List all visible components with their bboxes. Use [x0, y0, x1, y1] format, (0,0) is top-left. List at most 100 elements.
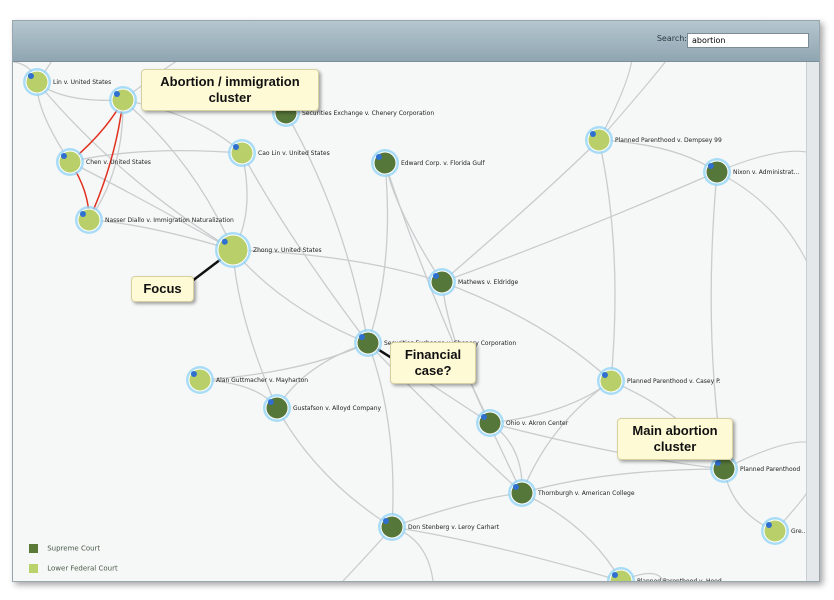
- node-marker-icon: [382, 517, 389, 524]
- node-label: Planned Parenthood v. Casey P.: [627, 378, 721, 385]
- callout-line: Focus: [143, 281, 182, 296]
- node-label: Alan Guttmacher v. Mayharton: [216, 377, 308, 384]
- node-label: Don Stenberg v. Leroy Carhart: [408, 524, 500, 531]
- node-marker-icon: [232, 143, 239, 150]
- graph-edge: [598, 139, 616, 382]
- case-node[interactable]: Planned Parenthood: [710, 455, 800, 483]
- callout-line: Main abortion: [632, 423, 718, 438]
- callout-financial: Financial case?: [390, 342, 476, 384]
- node-marker-icon: [27, 72, 34, 79]
- graph-edge: [598, 62, 666, 141]
- graph-edge: [391, 492, 523, 528]
- case-node[interactable]: Cao Lin v. United States: [228, 139, 330, 167]
- graph-edge: [367, 162, 389, 344]
- node-marker-icon: [707, 162, 714, 169]
- callout-focus: Focus: [131, 276, 194, 302]
- graph-edge: [122, 99, 234, 251]
- case-node[interactable]: Gustafson v. Alloyd Company: [263, 394, 381, 422]
- case-node[interactable]: Planned Parenthood v. Heed: [607, 567, 722, 581]
- node-label: Cao Lin v. United States: [258, 150, 330, 157]
- graph-edge: [441, 171, 718, 283]
- case-node[interactable]: Nasser Diallo v. Immigration Naturalizat…: [75, 206, 234, 234]
- case-graph[interactable]: Lin v. United States Securities Exchange …: [13, 62, 807, 581]
- graph-edge: [521, 492, 622, 581]
- node-label: Gustafson v. Alloyd Company: [293, 405, 381, 412]
- node-marker-icon: [512, 483, 519, 490]
- node-label: Mathews v. Eldridge: [458, 279, 519, 286]
- callout-line: cluster: [653, 439, 697, 454]
- callout-main-abortion: Main abortion cluster: [617, 418, 733, 460]
- case-node[interactable]: Thornburgh v. American College: [508, 479, 635, 507]
- node-label: Chen v. United States: [86, 159, 151, 166]
- graph-edge: [489, 380, 612, 424]
- graph-edge: [441, 281, 612, 382]
- node-label: Planned Parenthood v. Heed: [637, 578, 722, 581]
- node-label: Lin v. United States: [53, 79, 111, 86]
- node-marker-icon: [589, 130, 596, 137]
- search-label: Search:: [656, 34, 687, 43]
- case-node[interactable]: Planned Parenthood v. Dempsey 99: [585, 126, 722, 154]
- case-node[interactable]: Edward Corp. v. Florida Gulf: [371, 149, 486, 177]
- graph-edge: [232, 249, 369, 344]
- node-label: Planned Parenthood: [740, 466, 800, 473]
- node-marker-icon: [765, 521, 772, 528]
- graph-edge: [384, 162, 523, 494]
- callout-line: Financial: [404, 347, 462, 362]
- legend-swatch: [29, 544, 38, 553]
- graph-edge: [367, 342, 523, 494]
- node-marker-icon: [601, 371, 608, 378]
- graph-edge: [521, 468, 725, 494]
- node-marker-icon: [79, 210, 86, 217]
- legend-label: Supreme Court: [47, 544, 101, 553]
- legend-label: Lower Federal Court: [47, 564, 118, 573]
- graph-edge: [88, 219, 234, 251]
- case-node[interactable]: Don Stenberg v. Leroy Carhart: [378, 513, 500, 541]
- legend-swatch: [29, 564, 38, 573]
- graph-edge: [441, 139, 600, 283]
- legend-supreme: Supreme Court: [29, 544, 100, 553]
- case-node[interactable]: Zhong v. United States: [215, 232, 322, 268]
- graph-canvas[interactable]: Lin v. United States Securities Exchange …: [13, 62, 807, 581]
- graph-edge: [69, 161, 234, 251]
- node-label: Edward Corp. v. Florida Gulf: [401, 160, 486, 167]
- node-label: Nasser Diallo v. Immigration Naturalizat…: [105, 217, 234, 224]
- node-label: Planned Parenthood v. Dempsey 99: [615, 137, 722, 144]
- legend-lower: Lower Federal Court: [29, 564, 118, 573]
- node-marker-icon: [611, 571, 618, 578]
- node-marker-icon: [375, 153, 382, 160]
- node-label: Ohio v. Akron Center: [506, 420, 569, 427]
- graph-edge: [521, 380, 612, 494]
- case-node[interactable]: Alan Guttmacher v. Mayharton: [186, 366, 308, 394]
- graph-edge: [384, 162, 443, 283]
- node-marker-icon: [480, 413, 487, 420]
- node-marker-icon: [358, 333, 365, 340]
- node-marker-icon: [60, 152, 67, 159]
- lower-court-node[interactable]: [217, 234, 249, 266]
- case-node[interactable]: [109, 86, 137, 114]
- callout-abortion-immigration: Abortion / immigration cluster: [141, 69, 319, 111]
- graph-edge: [367, 342, 394, 528]
- case-node[interactable]: Chen v. United States: [56, 148, 151, 176]
- node-marker-icon: [113, 90, 120, 97]
- case-node[interactable]: Ohio v. Akron Center: [476, 409, 569, 437]
- case-node[interactable]: Nixon v. Administrat...: [703, 158, 799, 186]
- case-node[interactable]: Lin v. United States: [23, 68, 111, 96]
- graph-edge: [598, 139, 718, 173]
- case-node[interactable]: Mathews v. Eldridge: [428, 268, 519, 296]
- graph-edge: [69, 150, 243, 163]
- vertical-scrollbar[interactable]: [806, 62, 819, 581]
- callout-line: case?: [414, 363, 452, 378]
- callout-line: cluster: [208, 90, 252, 105]
- case-node[interactable]: Planned Parenthood v. Casey P.: [597, 367, 721, 395]
- node-label: Securities Exchange v. Chenery Corporati…: [302, 110, 434, 117]
- graph-edge: [232, 249, 443, 283]
- case-node[interactable]: Gre...: [761, 517, 807, 545]
- graph-edge: [285, 112, 369, 344]
- node-label: Nixon v. Administrat...: [733, 169, 799, 176]
- node-label: Thornburgh v. American College: [537, 490, 635, 497]
- search-input[interactable]: [687, 33, 809, 48]
- graph-edge: [276, 342, 369, 409]
- node-marker-icon: [714, 459, 721, 466]
- node-label: Gre...: [791, 528, 807, 535]
- node-marker-icon: [221, 238, 228, 245]
